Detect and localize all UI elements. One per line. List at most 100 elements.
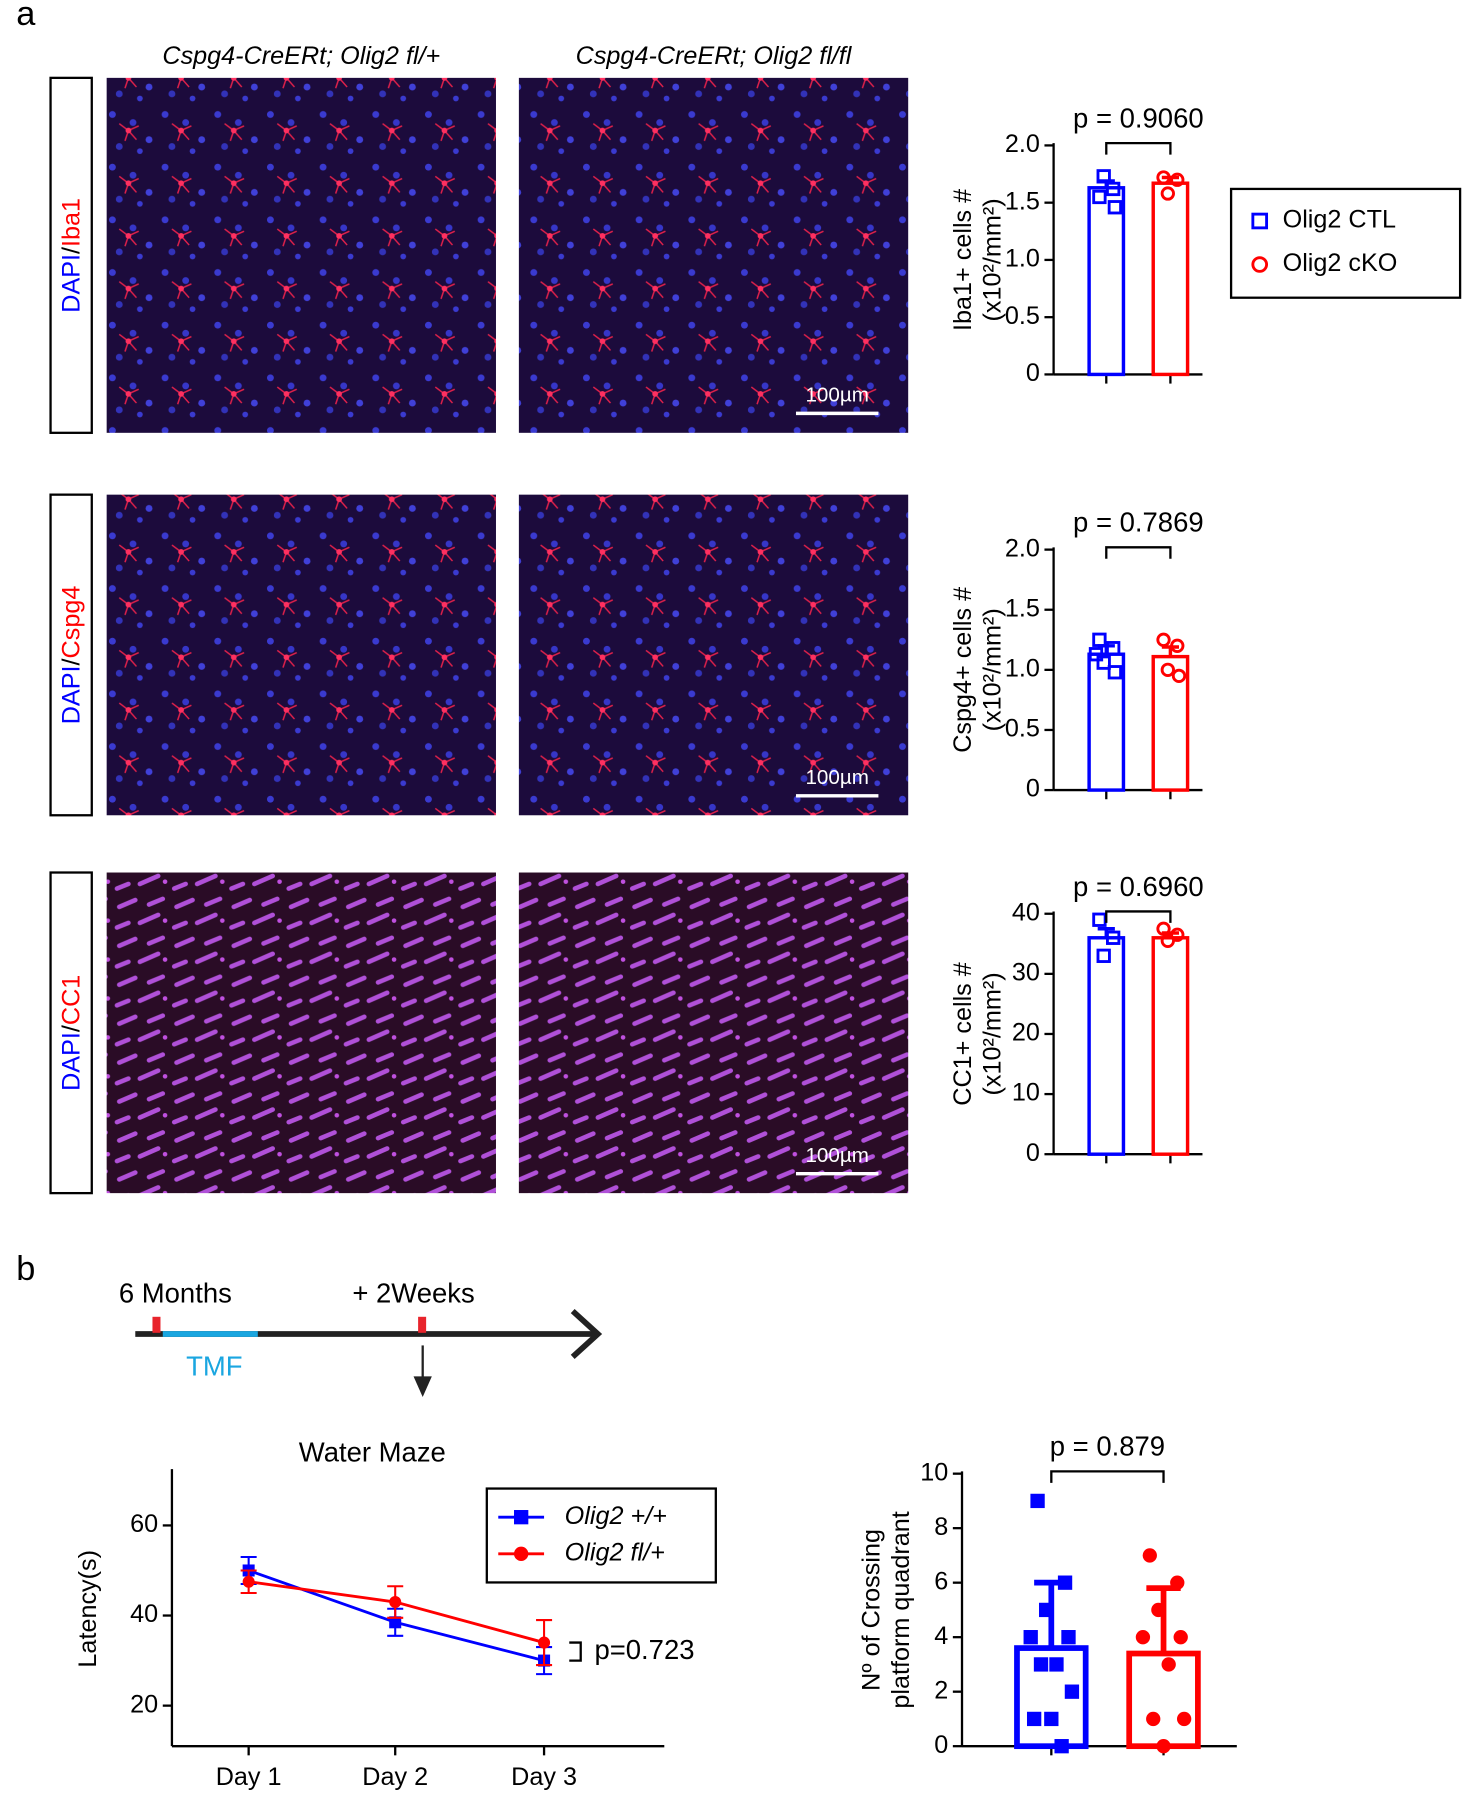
data-point [1061,1630,1076,1645]
chart: 0 2 4 6 8 10 Nº of Crossing platform quadrant p … [857,1431,1237,1759]
data-point [1030,1493,1045,1509]
chart: 0 0.5 1.0 1.5 2.0 Cspg4+ cells # (x10²/mm²) p =… [949,507,1204,803]
p-value: p = 0.7869 [1073,507,1204,538]
data-point [1146,1711,1161,1727]
data-point [1142,1548,1157,1563]
y-tick-label: 40 [130,1600,158,1628]
bar [1151,181,1190,377]
y-tick-label: 2.0 [1005,130,1040,158]
y-axis-label: Cspg4+ cells # [949,587,977,753]
data-point [1161,1657,1176,1672]
data-point [1251,212,1269,230]
bar [1087,652,1126,792]
scale-bar-label: 100µm [805,384,868,407]
x-tick-label: Day 3 [511,1763,577,1791]
data-point [1064,1684,1080,1699]
row-label-box [49,871,93,1195]
y-tick-label: 4 [934,1622,948,1650]
micrograph [106,494,496,816]
data-point [1151,1602,1166,1618]
y-axis-label: CC1+ cells # [949,962,977,1106]
timeline-label: + 2Weeks [352,1277,474,1308]
data-point [1160,933,1175,948]
treatment-label: TMF [186,1351,242,1382]
row-label: DAPI/Iba1 [57,198,85,313]
data-point [242,1575,255,1588]
y-tick-label: 0.5 [1005,715,1040,743]
y-tick-label: 1.5 [1005,594,1040,622]
legend-label: Olig2 CTL [1283,206,1396,234]
data-point [1251,256,1269,273]
y-tick-label: 0 [934,1731,948,1759]
significance-bracket [569,1641,582,1662]
chart-title: Water Maze [299,1436,446,1467]
y-tick-label: 1.5 [1005,187,1040,215]
data-point [1092,189,1107,205]
y-tick-label: 8 [934,1513,948,1541]
data-point [1057,1575,1073,1590]
data-point [1170,172,1185,187]
arrowhead [413,1376,432,1397]
data-point [1160,662,1175,678]
data-point [1049,1657,1064,1672]
micrographs: DAPI/Iba1100µmDAPI/Cspg4100µmDAPI/CC1100… [49,76,909,1195]
y-tick-label: 0 [1026,1139,1040,1167]
y-axis-label: (x10²/mm²) [979,972,1007,1095]
legend-box [485,1487,717,1584]
error-bar [1146,1585,1181,1654]
y-axis-label: Latency(s) [74,1550,102,1668]
y-tick-label: 60 [130,1510,158,1538]
row-label: DAPI/Cspg4 [57,586,85,725]
y-axis-label: Nº of Crossing [857,1529,885,1691]
p-value: p = 0.879 [1050,1431,1165,1462]
y-tick-label: 30 [1012,959,1040,987]
data-point [1039,1602,1054,1618]
y-tick-label: 10 [1012,1079,1040,1107]
timeline-arrowhead [570,1308,603,1359]
micrograph [106,872,496,1194]
data-point [514,1546,529,1561]
data-point [1096,948,1111,963]
bar [1087,186,1126,377]
y-tick-label: 1.0 [1005,655,1040,683]
data-point [1135,1630,1151,1645]
p-value: p = 0.6960 [1073,871,1204,902]
y-tick-label: 1.0 [1005,245,1040,273]
y-tick-label: 10 [920,1458,948,1486]
y-axis-label: platform quadrant [887,1511,915,1708]
y-tick-label: 2 [934,1676,948,1704]
y-tick-label: 2.0 [1005,534,1040,562]
data-point [1156,1739,1171,1754]
data-point [389,1616,402,1629]
data-point [1023,1630,1038,1645]
data-point [1173,1630,1188,1645]
y-tick-label: 0 [1026,775,1040,803]
column-label: Cspg4-CreERt; Olig2 fl/fl [576,42,853,70]
significance-bracket [1105,910,1172,923]
data-point [1033,1657,1049,1672]
significance-bracket [1105,141,1172,155]
data-point [1170,638,1185,653]
y-tick-label: 6 [934,1567,948,1595]
significance-bracket [1105,546,1172,559]
y-tick-label: 0 [1026,359,1040,387]
series-line [248,1580,545,1644]
data-point [1054,1739,1069,1754]
row-label-box [49,493,93,817]
p-value: p = 0.9060 [1073,102,1204,133]
y-axis-label: Iba1+ cells # [949,189,977,331]
panel-label: b [16,1250,35,1288]
row-label-part: / [57,1025,85,1032]
y-axis-label: (x10²/mm²) [979,198,1007,321]
legend-label: Olig2 fl/+ [565,1538,665,1566]
data-point [1092,912,1107,927]
bar [1151,936,1190,1156]
row-label-part: / [57,658,85,665]
y-tick-label: 20 [130,1690,158,1718]
micrograph [106,77,496,433]
y-axis-label: (x10²/mm²) [979,608,1007,731]
data-point [1105,641,1121,656]
legend-box [1229,187,1462,299]
